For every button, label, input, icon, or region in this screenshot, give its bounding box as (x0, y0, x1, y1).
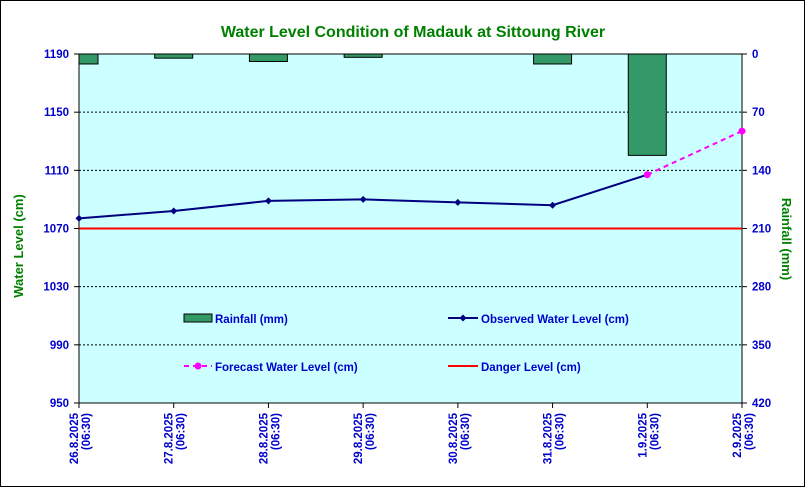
forecast-point (738, 127, 746, 135)
x-tick-label-line: 27.8.2025 (164, 412, 176, 464)
forecast-point (643, 171, 651, 179)
x-tick-label-line: (06:30) (744, 413, 756, 450)
legend-danger-label: Danger Level (cm) (481, 362, 581, 374)
y-axis-label: Water Level (cm) (11, 194, 26, 298)
x-tick-label-line: (06:30) (555, 413, 567, 450)
right-axis-ticks: 0 70 140 210 280 350 420 (742, 49, 771, 410)
x-tick-label: 30.8.2025(06:30) (448, 412, 472, 464)
x-axis-ticks: 26.8.2025(06:30) 27.8.2025(06:30) 28.8.202… (69, 403, 756, 464)
observed-point (75, 214, 83, 222)
x-tick-label-line: 26.8.2025 (69, 412, 81, 464)
rainfall-bar (154, 53, 194, 59)
right-tick-label: 280 (752, 282, 771, 294)
legend-rainfall-label: Rainfall (mm) (215, 314, 288, 326)
x-tick-label-line: 28.8.2025 (258, 412, 270, 464)
x-tick-label-line: 29.8.2025 (353, 412, 365, 464)
left-tick-label: 950 (50, 398, 69, 410)
left-tick-label: 1150 (44, 107, 69, 119)
x-tick-label: 26.8.2025(06:30) (69, 412, 93, 464)
x-tick-label-line: 31.8.2025 (543, 412, 555, 464)
y2-axis-label: Rainfall (mm) (779, 198, 794, 280)
observed-point (170, 207, 178, 215)
right-tick-label: 70 (752, 107, 765, 119)
observed-point (264, 197, 272, 205)
rainfall-bar (343, 53, 383, 58)
rainfall-bar (78, 53, 99, 65)
left-tick-label: 1190 (44, 49, 69, 61)
x-tick-label-line: (06:30) (176, 413, 188, 450)
right-tick-label: 210 (752, 224, 771, 236)
legend-forecast-label: Forecast Water Level (cm) (215, 362, 358, 374)
x-tick-label-line: 30.8.2025 (448, 412, 460, 464)
x-tick-label-line: (06:30) (649, 413, 661, 450)
x-tick-label-line: (06:30) (81, 413, 93, 450)
left-tick-label: 1070 (43, 224, 69, 236)
x-tick-label: 29.8.2025(06:30) (353, 412, 377, 464)
legend-observed-marker (459, 314, 467, 322)
right-tick-label: 350 (752, 340, 771, 352)
observed-point (359, 195, 367, 203)
observed-point (454, 198, 462, 206)
chart-title: Water Level Condition of Madauk at Sitto… (221, 24, 605, 41)
right-tick-label: 420 (752, 398, 771, 410)
x-tick-label: 28.8.2025(06:30) (258, 412, 282, 464)
rainfall-bar (533, 53, 573, 65)
forecast-series (643, 127, 746, 179)
x-tick-label: 1.9.2025(06:30) (637, 412, 661, 457)
rainfall-bar (627, 53, 667, 156)
observed-series (75, 171, 651, 222)
right-tick-label: 140 (752, 165, 771, 177)
x-tick-label: 31.8.2025(06:30) (543, 412, 567, 464)
x-tick-label-line: 2.9.2025 (732, 412, 744, 457)
x-tick-label-line: (06:30) (365, 413, 377, 450)
rainfall-bar (248, 53, 288, 62)
observed-point (549, 201, 557, 209)
legend-forecast-marker (194, 362, 202, 370)
x-tick-label-line: (06:30) (460, 413, 472, 450)
left-tick-label: 1110 (45, 165, 69, 177)
x-tick-label-line: (06:30) (270, 413, 282, 450)
x-tick-label: 27.8.2025(06:30) (164, 412, 188, 464)
left-tick-label: 1030 (43, 282, 69, 294)
legend-rainfall-swatch (183, 313, 213, 323)
x-tick-label-line: 1.9.2025 (637, 412, 649, 457)
right-tick-label: 0 (752, 49, 758, 61)
left-axis-ticks: 950 990 1030 1070 1110 1150 1190 (43, 49, 79, 410)
x-tick-label: 2.9.2025(06:30) (732, 412, 756, 457)
legend-observed-label: Observed Water Level (cm) (481, 314, 629, 326)
left-tick-label: 990 (50, 340, 69, 352)
rainfall-bars (78, 53, 667, 156)
legend: Rainfall (mm) Observed Water Level (cm) Fo… (183, 313, 629, 374)
